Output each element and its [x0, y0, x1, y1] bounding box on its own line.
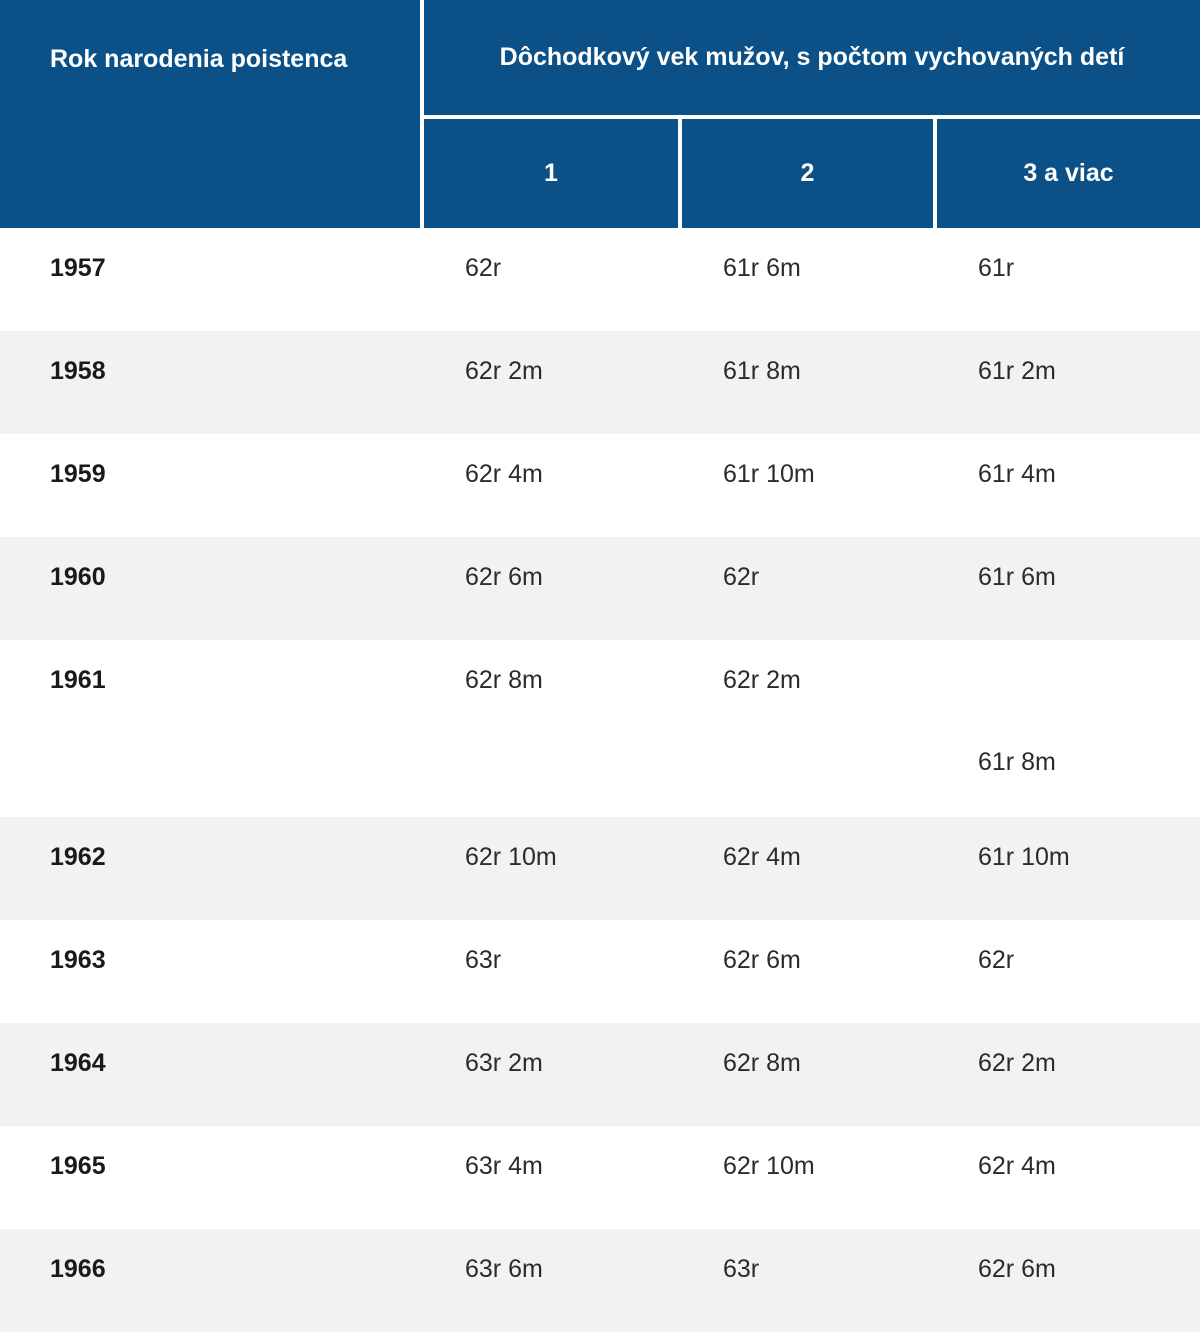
table-row: 1961 62r 8m 62r 2m 61r 8m — [0, 640, 1200, 817]
table-header: Rok narodenia poistenca Dôchodkový vek m… — [0, 0, 1200, 228]
row-value-1: 63r 6m — [465, 1255, 543, 1283]
row-value-1: 62r 8m — [465, 666, 543, 694]
row-year: 1966 — [50, 1255, 106, 1283]
row-value-3: 62r — [978, 946, 1015, 974]
row-value-2: 63r — [723, 1255, 760, 1283]
header-group-title: Dôchodkový vek mužov, s počtom vychovaný… — [424, 0, 1200, 115]
row-year: 1963 — [50, 946, 106, 974]
row-year: 1961 — [50, 666, 106, 694]
row-value-3: 62r 6m — [978, 1255, 1056, 1283]
table-row: 1963 63r 62r 6m 62r — [0, 920, 1200, 1023]
row-value-2: 61r 8m — [723, 357, 801, 385]
row-value-2: 62r 8m — [723, 1049, 801, 1077]
row-value-1: 63r 2m — [465, 1049, 543, 1077]
row-value-1: 62r 2m — [465, 357, 543, 385]
header-children-3plus: 3 a viac — [937, 119, 1200, 228]
row-year: 1960 — [50, 563, 106, 591]
row-value-3: 61r 6m — [978, 563, 1056, 591]
header-birth-year: Rok narodenia poistenca — [0, 0, 420, 228]
row-value-3: 61r — [978, 254, 1015, 282]
row-value-1: 63r 4m — [465, 1152, 543, 1180]
table-row: 1966 63r 6m 63r 62r 6m — [0, 1229, 1200, 1332]
row-value-2: 61r 10m — [723, 460, 815, 488]
row-year: 1957 — [50, 254, 106, 282]
row-value-2: 62r 10m — [723, 1152, 815, 1180]
row-year: 1965 — [50, 1152, 106, 1180]
row-value-3: 61r 10m — [978, 843, 1070, 871]
row-value-2: 62r 6m — [723, 946, 801, 974]
row-value-3: 62r 2m — [978, 1049, 1056, 1077]
table-row: 1964 63r 2m 62r 8m 62r 2m — [0, 1023, 1200, 1126]
table-body: 1957 62r 61r 6m 61r 1958 62r 2m 61r 8m 6… — [0, 228, 1200, 1332]
row-value-1: 63r — [465, 946, 502, 974]
row-year: 1959 — [50, 460, 106, 488]
table-row: 1962 62r 10m 62r 4m 61r 10m — [0, 817, 1200, 920]
row-value-3: 62r 4m — [978, 1152, 1056, 1180]
table-row: 1957 62r 61r 6m 61r — [0, 228, 1200, 331]
table-row: 1965 63r 4m 62r 10m 62r 4m — [0, 1126, 1200, 1229]
table-row: 1960 62r 6m 62r 61r 6m — [0, 537, 1200, 640]
row-value-1: 62r 6m — [465, 563, 543, 591]
row-value-2: 62r — [723, 563, 760, 591]
header-children-2: 2 — [682, 119, 933, 228]
row-year: 1962 — [50, 843, 106, 871]
row-value-2: 62r 2m — [723, 666, 801, 694]
table-row: 1958 62r 2m 61r 8m 61r 2m — [0, 331, 1200, 434]
table-row: 1959 62r 4m 61r 10m 61r 4m — [0, 434, 1200, 537]
row-value-3: 61r 8m — [978, 748, 1056, 776]
row-value-1: 62r 4m — [465, 460, 543, 488]
row-value-2: 62r 4m — [723, 843, 801, 871]
row-value-1: 62r — [465, 254, 502, 282]
header-children-1: 1 — [424, 119, 678, 228]
row-value-3: 61r 2m — [978, 357, 1056, 385]
row-value-2: 61r 6m — [723, 254, 801, 282]
row-year: 1964 — [50, 1049, 106, 1077]
row-value-3: 61r 4m — [978, 460, 1056, 488]
row-year: 1958 — [50, 357, 106, 385]
row-value-1: 62r 10m — [465, 843, 557, 871]
